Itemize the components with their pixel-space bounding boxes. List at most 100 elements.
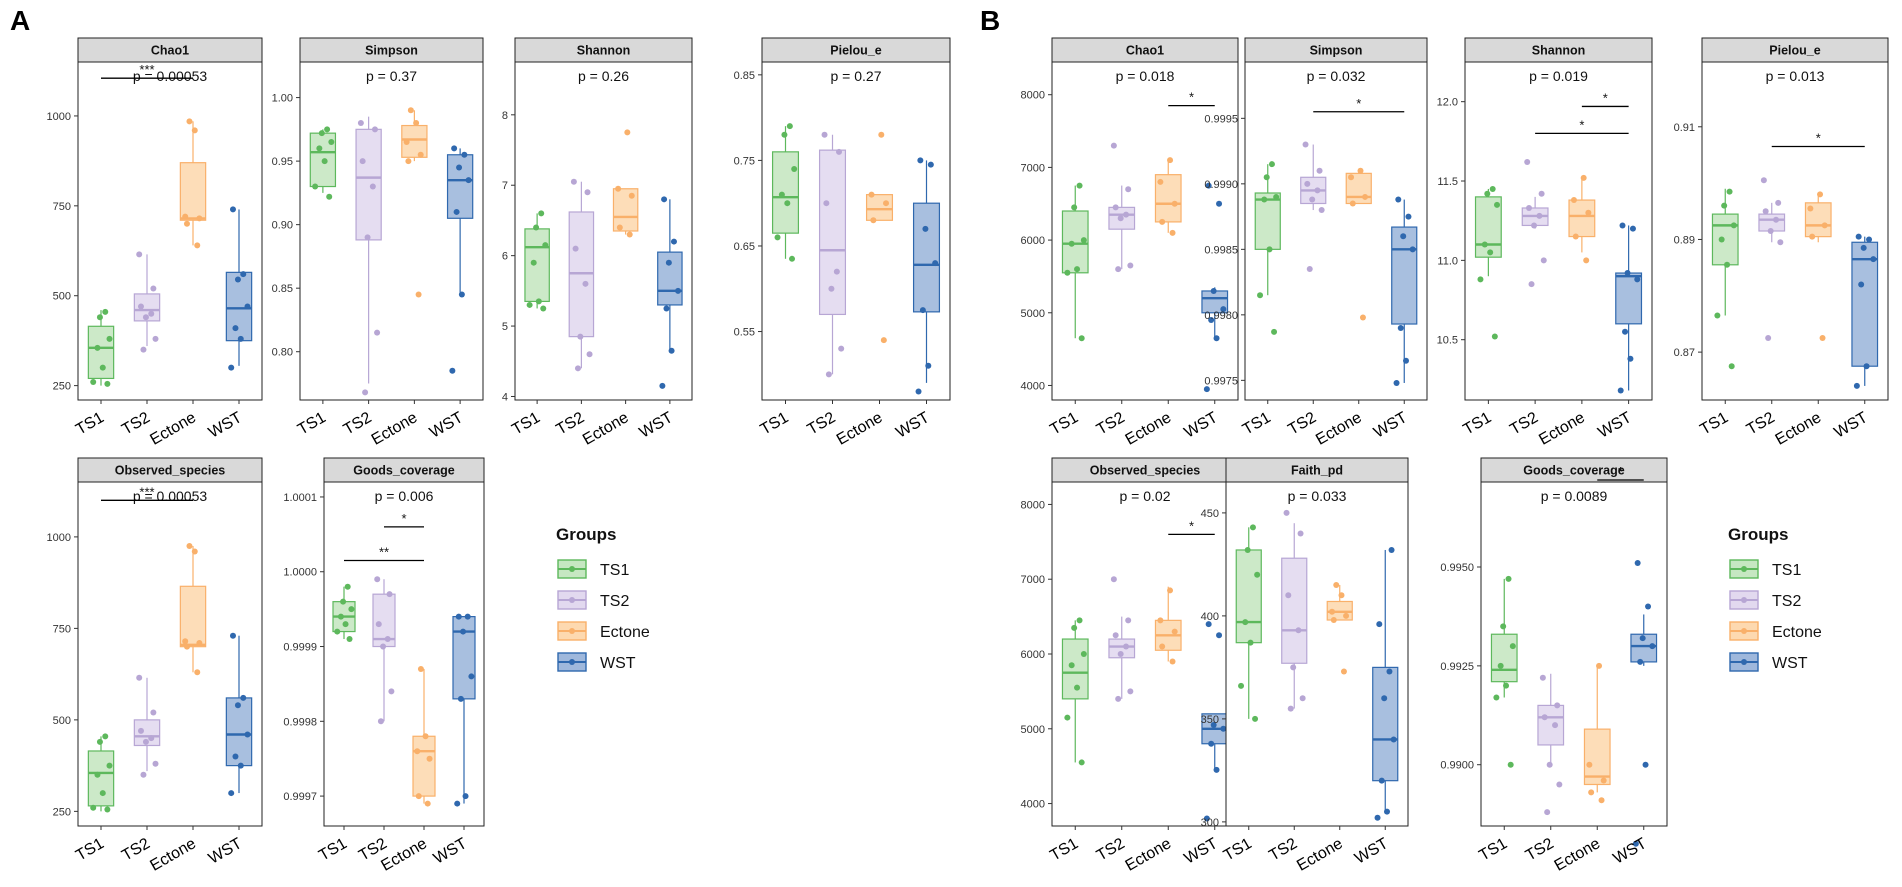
facet-title: Pielou_e — [1769, 44, 1820, 58]
data-point — [422, 733, 429, 740]
legend-label: WST — [600, 655, 636, 672]
chart-grid: Chao1 250 500 750 1000 p = 0.00053 TS1 TS2 Ecton… — [47, 37, 1889, 875]
iqr-box — [865, 194, 894, 221]
data-point — [915, 388, 922, 395]
x-tick-label: TS1 — [73, 835, 107, 864]
data-point — [403, 139, 410, 146]
data-point — [1203, 386, 1210, 393]
p-value-label: p = 0.37 — [366, 68, 417, 84]
legend-item-ts2: TS2 — [557, 590, 629, 610]
y-tick-label: 7 — [502, 180, 508, 192]
iqr-box — [771, 151, 800, 234]
data-point — [1247, 639, 1254, 646]
data-point — [1068, 662, 1075, 669]
y-tick-label: 0.9997 — [283, 791, 317, 803]
data-point — [582, 280, 589, 287]
data-point — [237, 762, 244, 769]
box-wst — [1615, 222, 1643, 394]
box-ts2 — [372, 576, 396, 725]
data-point — [1333, 581, 1340, 588]
data-point — [1314, 187, 1321, 194]
data-point — [454, 800, 461, 807]
data-point — [535, 298, 542, 305]
data-point — [1538, 190, 1545, 197]
data-point — [1080, 651, 1087, 657]
data-point — [1127, 688, 1134, 695]
data-point — [878, 131, 885, 138]
data-point — [1489, 185, 1496, 192]
box-ts2 — [1281, 509, 1308, 712]
data-point — [1617, 387, 1624, 394]
data-point — [1115, 695, 1122, 702]
y-tick-label: 10.5 — [1437, 335, 1458, 347]
box-ts1 — [1490, 575, 1518, 768]
data-point — [1381, 695, 1388, 702]
data-point — [348, 606, 355, 613]
data-point — [468, 673, 475, 680]
data-point — [460, 628, 467, 635]
significance-label: ** — [379, 545, 389, 560]
data-point — [774, 234, 781, 241]
data-point — [461, 151, 468, 158]
box-ts2 — [1758, 177, 1786, 342]
data-point — [142, 738, 149, 745]
data-point — [104, 806, 111, 813]
y-tick-label: 8000 — [1021, 90, 1045, 102]
x-tick-label: TS1 — [1240, 409, 1274, 438]
data-point — [1349, 200, 1356, 207]
box-ts1 — [87, 308, 115, 387]
box-wst — [1630, 560, 1658, 847]
data-point — [1112, 204, 1119, 211]
data-point — [1263, 174, 1270, 181]
data-point — [1484, 190, 1491, 197]
legend-a: Groups TS1 TS2 Ectone WST — [556, 525, 650, 672]
data-point — [1110, 142, 1117, 149]
x-tick-label: Ectone — [834, 409, 886, 449]
y-tick-label: 11.5 — [1437, 176, 1458, 188]
box-ts2 — [1521, 158, 1549, 288]
y-tick-label: 0.91 — [1674, 122, 1695, 134]
data-point — [1526, 204, 1533, 211]
data-point — [464, 613, 471, 620]
data-point — [1123, 211, 1130, 218]
legend-item-ts1: TS1 — [1729, 559, 1801, 579]
data-point — [413, 119, 420, 126]
box-ectone — [412, 665, 436, 807]
legends: Groups TS1 TS2 Ectone WST Groups TS1 TS2 Ectone W… — [556, 525, 1822, 672]
data-point — [1586, 761, 1593, 768]
facet-title: Chao1 — [151, 44, 189, 58]
data-point — [1078, 759, 1085, 766]
y-tick-label: 5 — [502, 321, 508, 333]
data-point — [1531, 222, 1538, 229]
data-point — [870, 217, 877, 224]
data-point — [1271, 328, 1278, 335]
y-tick-label: 0.9980 — [1204, 310, 1238, 322]
y-tick-label: 5000 — [1021, 724, 1045, 736]
significance-label: * — [1579, 117, 1584, 132]
box-wst — [452, 613, 476, 807]
data-point — [838, 345, 845, 352]
x-tick-label: WST — [1352, 835, 1391, 868]
data-point — [540, 305, 547, 312]
y-tick-label: 8000 — [1021, 499, 1045, 511]
significance-label: * — [1189, 90, 1194, 105]
data-point — [1169, 229, 1176, 236]
y-tick-label: 250 — [53, 381, 71, 393]
x-tick-label: WST — [206, 409, 245, 442]
data-point — [344, 583, 351, 590]
data-point — [1596, 662, 1603, 669]
p-value-label: p = 0.019 — [1529, 68, 1588, 84]
facet-strip — [1225, 457, 1409, 483]
x-tick-label: Ectone — [1313, 409, 1365, 449]
data-point — [1552, 722, 1559, 729]
data-point — [140, 346, 147, 353]
data-point — [1169, 658, 1176, 665]
data-point — [148, 310, 155, 317]
data-point — [1362, 193, 1369, 200]
y-tick-label: 0.90 — [272, 220, 293, 232]
data-point — [1064, 714, 1071, 721]
y-tick-label: 11.0 — [1437, 255, 1458, 267]
data-point — [1730, 222, 1737, 229]
